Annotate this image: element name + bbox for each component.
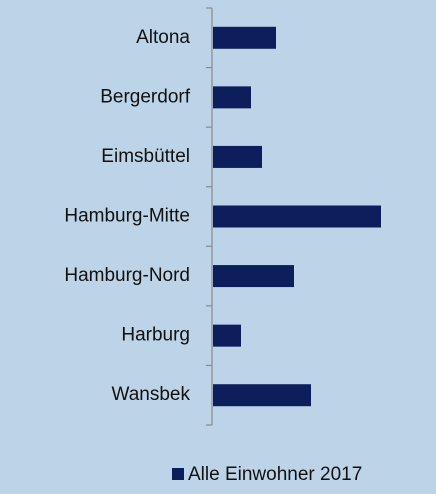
bar	[213, 324, 241, 347]
bar	[213, 26, 276, 49]
y-tick-label: Altona	[136, 27, 190, 48]
bar	[213, 205, 381, 228]
y-tick-label: Harburg	[121, 325, 190, 346]
y-tick-label: Bergerdorf	[100, 86, 190, 107]
y-tick-label: Hamburg-Mitte	[64, 206, 190, 227]
bar	[213, 265, 294, 288]
y-tick-label: Hamburg-Nord	[64, 265, 190, 286]
y-tick-label: Eimsbüttel	[101, 146, 190, 167]
legend-swatch	[172, 468, 184, 480]
y-tick-label: Wansbek	[112, 384, 191, 405]
bar	[213, 384, 311, 407]
legend-label: Alle Einwohner 2017	[188, 464, 362, 485]
bar	[213, 86, 251, 109]
bar	[213, 145, 262, 168]
